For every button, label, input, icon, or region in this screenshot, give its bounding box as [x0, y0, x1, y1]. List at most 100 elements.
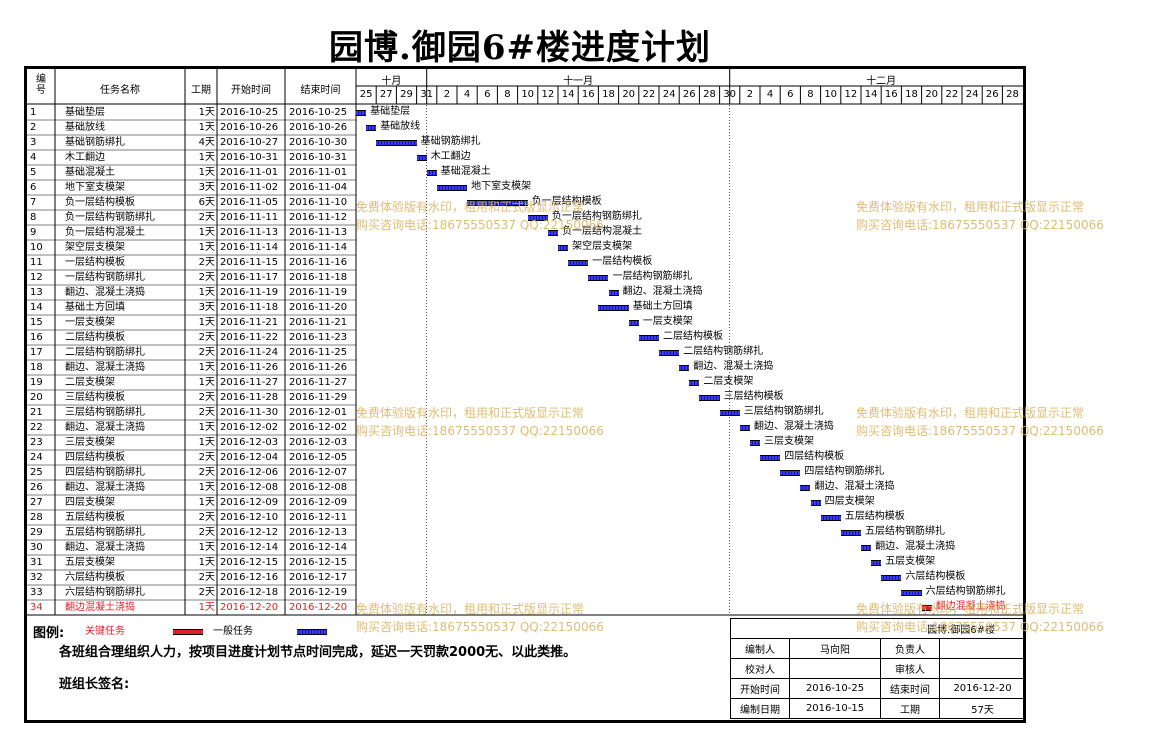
task-cell-no: 19 — [30, 377, 43, 388]
task-cell-dur: 2天 — [198, 527, 215, 538]
gantt-bar — [376, 140, 417, 146]
gantt-bar — [810, 500, 821, 506]
task-cell-dur: 1天 — [198, 437, 215, 448]
gantt-bar-label: 二层支模架 — [703, 376, 754, 387]
task-cell-start: 2016-11-26 — [220, 362, 279, 373]
day-label: 24 — [965, 89, 979, 100]
task-cell-no: 21 — [30, 407, 43, 418]
task-cell-name: 基础钢筋绑扎 — [65, 137, 125, 148]
task-cell-start: 2016-12-04 — [220, 452, 279, 463]
task-cell-end: 2016-11-04 — [289, 182, 348, 193]
task-cell-dur: 2天 — [198, 212, 215, 223]
task-cell-start: 2016-10-31 — [220, 152, 279, 163]
info-responsible — [939, 638, 1026, 659]
task-cell-name: 六层结构模板 — [65, 572, 125, 583]
task-cell-no: 11 — [30, 257, 43, 268]
legend-normal-swatch — [297, 629, 327, 635]
task-cell-end: 2016-11-18 — [289, 272, 348, 283]
day-label: 28 — [703, 89, 716, 100]
task-cell-no: 15 — [30, 317, 43, 328]
task-cell-end: 2016-11-16 — [289, 257, 348, 268]
gantt-bar-label: 六层结构钢筋绑扎 — [925, 586, 1006, 597]
task-cell-start: 2016-11-19 — [220, 287, 279, 298]
task-cell-end: 2016-12-01 — [289, 407, 348, 418]
task-cell-no: 14 — [30, 302, 43, 313]
gantt-bar-label: 基础混凝土 — [440, 166, 491, 177]
info-table: 园博.御园6#楼 编制人 马向阳 负责人 校对人 审核人 开始时间 2016-1… — [730, 618, 1026, 719]
gantt-bar-label: 二层结构钢筋绑扎 — [683, 346, 764, 357]
task-cell-start: 2016-12-02 — [220, 422, 279, 433]
task-cell-end: 2016-11-29 — [289, 392, 348, 403]
task-cell-dur: 1天 — [198, 227, 215, 238]
task-cell-dur: 2天 — [198, 392, 215, 403]
gantt-bar-label: 负一层结构混凝土 — [562, 226, 642, 237]
task-cell-name: 负一层结构模板 — [65, 197, 135, 208]
column-header-no: 编号 — [36, 74, 46, 96]
day-label: 6 — [484, 89, 491, 100]
task-cell-no: 34 — [30, 602, 43, 613]
task-cell-no: 12 — [30, 272, 43, 283]
gantt-bar-label: 三层支模架 — [764, 436, 814, 447]
task-cell-start: 2016-12-16 — [220, 572, 279, 583]
task-cell-dur: 4天 — [198, 137, 215, 148]
task-cell-start: 2016-11-11 — [220, 212, 279, 223]
task-cell-no: 1 — [30, 107, 37, 118]
task-cell-dur: 1天 — [198, 152, 215, 163]
task-cell-start: 2016-11-24 — [220, 347, 279, 358]
task-cell-no: 25 — [30, 467, 43, 478]
gantt-bar — [426, 170, 437, 176]
task-cell-start: 2016-12-08 — [220, 482, 279, 493]
task-cell-no: 27 — [30, 497, 43, 508]
gantt-bar-label: 负一层结构模板 — [531, 196, 602, 207]
gantt-bar — [871, 560, 882, 566]
info-prepared: 马向阳 — [789, 638, 881, 659]
gantt-bar — [820, 515, 841, 521]
task-cell-name: 负一层结构混凝土 — [65, 227, 145, 238]
info-prepared-label: 编制人 — [730, 638, 790, 659]
gantt-bar — [901, 590, 922, 596]
day-label: 28 — [1006, 89, 1019, 100]
task-cell-end: 2016-12-07 — [289, 467, 348, 478]
day-label: 4 — [463, 89, 471, 100]
task-cell-dur: 2天 — [198, 407, 215, 418]
task-cell-name: 二层结构钢筋绑扎 — [65, 347, 145, 358]
task-cell-end: 2016-12-05 — [289, 452, 348, 463]
gantt-bar — [588, 275, 609, 281]
gantt-bar — [366, 125, 377, 131]
task-cell-end: 2016-12-14 — [289, 542, 348, 553]
info-duration-label: 工期 — [880, 698, 940, 719]
task-cell-dur: 6天 — [198, 197, 215, 208]
task-cell-no: 30 — [30, 542, 43, 553]
task-cell-dur: 1天 — [198, 602, 215, 613]
gantt-bar — [921, 605, 932, 611]
task-cell-no: 17 — [30, 347, 43, 358]
legend-title: 图例: — [33, 626, 65, 641]
task-cell-start: 2016-11-05 — [220, 197, 279, 208]
gantt-bar-label: 基础钢筋绑扎 — [420, 136, 481, 147]
task-cell-start: 2016-11-27 — [220, 377, 279, 388]
gantt-bar-label: 翻边、混凝土浇捣 — [622, 286, 703, 297]
task-cell-no: 13 — [30, 287, 43, 298]
task-cell-start: 2016-11-21 — [220, 317, 279, 328]
info-checked-label: 校对人 — [730, 658, 790, 679]
task-cell-start: 2016-11-15 — [220, 257, 279, 268]
day-label: 10 — [521, 89, 535, 100]
gantt-bar-label: 架空层支模架 — [572, 241, 633, 252]
task-cell-no: 24 — [30, 452, 43, 463]
day-label: 26 — [985, 89, 999, 100]
task-cell-no: 8 — [30, 212, 37, 223]
gantt-bar-label: 一层结构钢筋绑扎 — [612, 271, 693, 282]
day-label: 29 — [400, 89, 413, 100]
task-cell-name: 五层支模架 — [65, 557, 115, 568]
info-start: 2016-10-25 — [789, 678, 881, 699]
task-cell-no: 31 — [30, 557, 43, 568]
gantt-bar — [416, 155, 427, 161]
task-cell-no: 2 — [30, 122, 37, 133]
task-cell-no: 9 — [30, 227, 37, 238]
task-cell-end: 2016-10-26 — [289, 122, 348, 133]
month-label: 十二月 — [866, 76, 897, 87]
task-cell-dur: 2天 — [198, 452, 215, 463]
day-label: 16 — [581, 89, 595, 100]
task-cell-end: 2016-12-08 — [289, 482, 348, 493]
gantt-bar-label: 一层结构模板 — [592, 256, 653, 267]
